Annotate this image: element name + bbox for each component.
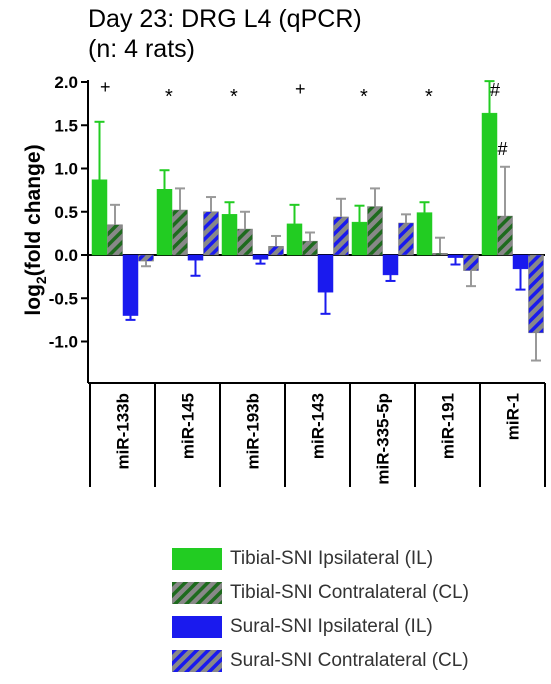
legend-label: Tibial-SNI Ipsilateral (IL): [230, 548, 434, 569]
y-tick-label: 0.5: [54, 203, 78, 222]
category-label: miR-191: [439, 393, 458, 459]
bar: [317, 254, 334, 293]
category-label: miR-335-5p: [374, 393, 393, 485]
y-tick-label: -1.0: [49, 333, 78, 352]
significance-marker: #: [498, 139, 508, 159]
legend-item-tibial-cl: Tibial-SNI Contralateral (CL): [172, 576, 469, 610]
chart-title-line2: (n: 4 rats): [88, 35, 195, 63]
bar: [351, 221, 368, 256]
chart-title-line1: Day 23: DRG L4 (qPCR): [88, 5, 362, 33]
bar: [333, 216, 349, 256]
category-label: miR-145: [179, 393, 198, 459]
category-label: miR-143: [309, 393, 328, 459]
significance-marker: *: [360, 86, 368, 108]
legend-item-sural-cl: Sural-SNI Contralateral (CL): [172, 644, 469, 678]
legend-item-sural-il: Sural-SNI Ipsilateral (IL): [172, 610, 469, 644]
y-tick-label: 1.5: [54, 116, 78, 135]
bar: [302, 240, 318, 256]
y-tick-label: 0.0: [54, 246, 78, 265]
y-tick-label: 2.0: [54, 73, 78, 92]
legend-swatch: [172, 548, 222, 570]
category-label: miR-1: [504, 393, 523, 440]
y-tick-label: 1.0: [54, 160, 78, 179]
legend: Tibial-SNI Ipsilateral (IL) Tibial-SNI C…: [172, 542, 469, 678]
bar: [382, 254, 399, 276]
bar: [237, 228, 253, 256]
bar: [268, 246, 284, 256]
bar: [156, 189, 173, 256]
bar: [416, 212, 433, 256]
bar: [252, 254, 269, 260]
bar: [528, 254, 544, 334]
legend-swatch: [172, 582, 222, 604]
legend-label: Tibial-SNI Contralateral (CL): [230, 582, 469, 603]
y-axis-label: log2(fold change): [22, 144, 49, 315]
significance-marker: #: [490, 80, 500, 100]
legend-swatch: [172, 616, 222, 638]
bar: [187, 254, 204, 261]
bar: [398, 222, 414, 256]
significance-marker: *: [230, 86, 238, 108]
bar: [138, 254, 154, 262]
bar: [107, 224, 123, 256]
significance-marker: *: [425, 86, 433, 108]
legend-label: Sural-SNI Contralateral (CL): [230, 650, 469, 671]
significance-marker: +: [100, 77, 111, 97]
legend-item-tibial-il: Tibial-SNI Ipsilateral (IL): [172, 542, 469, 576]
legend-swatch: [172, 650, 222, 672]
bar: [497, 215, 513, 256]
bar: [91, 179, 108, 256]
bar: [367, 206, 383, 256]
y-tick-label: -0.5: [49, 289, 78, 308]
legend-label: Sural-SNI Ipsilateral (IL): [230, 616, 433, 637]
category-label: miR-193b: [244, 393, 263, 470]
bar: [203, 211, 219, 256]
bar: [512, 254, 529, 270]
bar: [122, 254, 139, 316]
significance-marker: +: [295, 79, 306, 99]
bar: [463, 254, 479, 271]
bar: [172, 209, 188, 256]
bar: [286, 223, 303, 256]
bar: [221, 214, 238, 256]
bar: [447, 254, 464, 258]
significance-marker: *: [165, 86, 173, 108]
bar: [432, 253, 448, 256]
bar: [481, 112, 498, 256]
category-label: miR-133b: [114, 393, 133, 470]
